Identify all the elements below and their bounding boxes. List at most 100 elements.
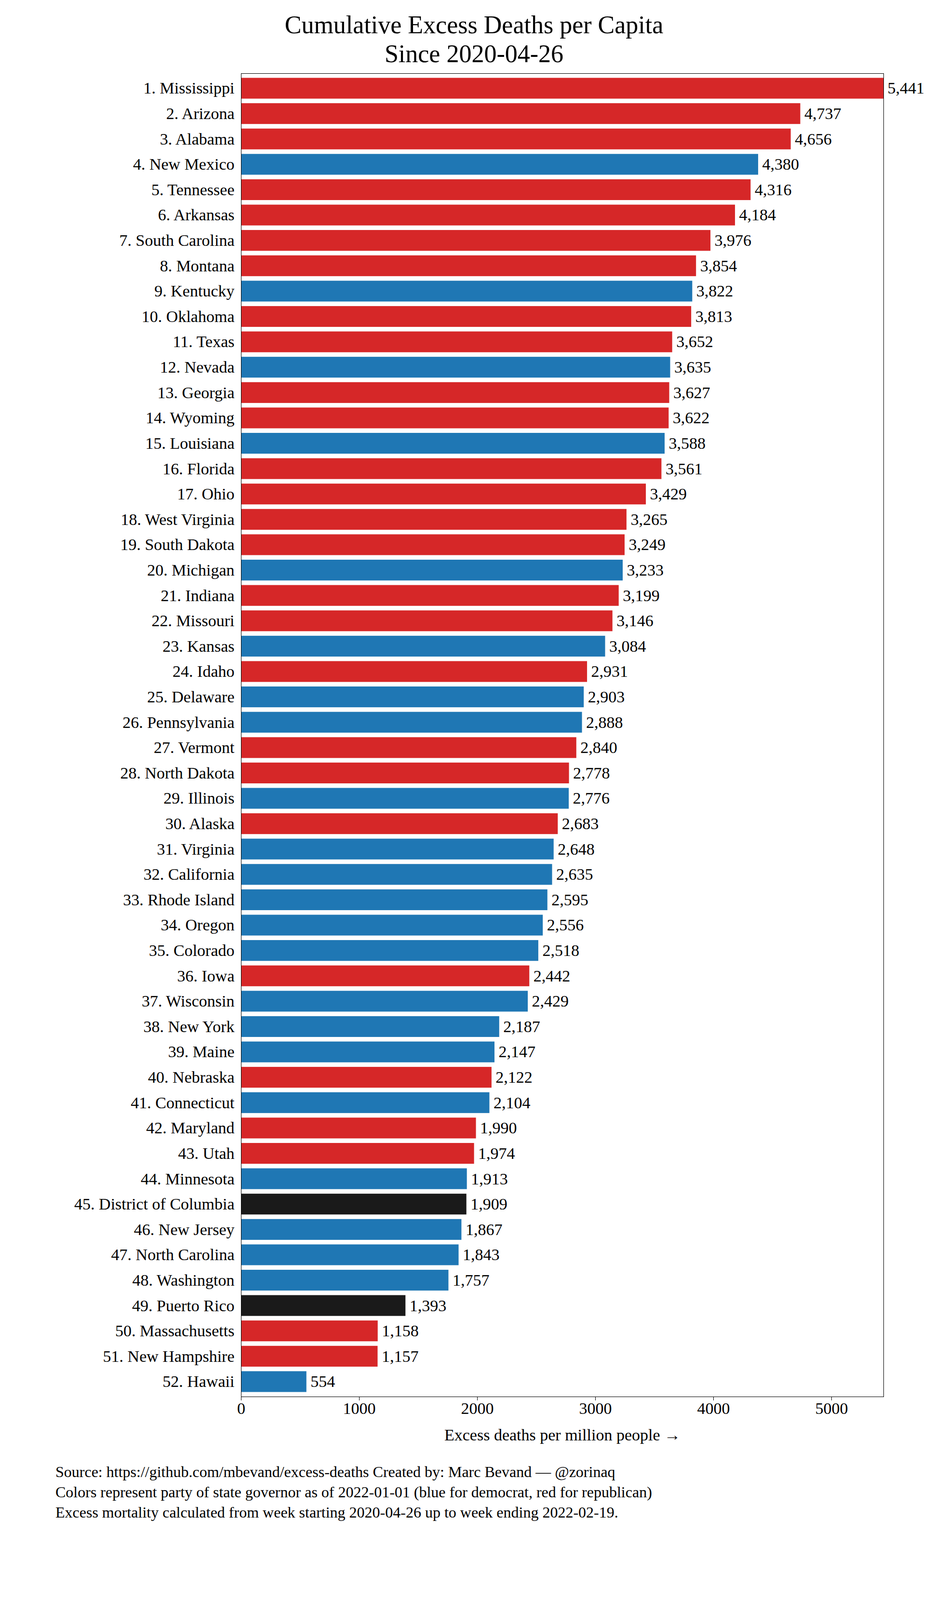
- svg-text:52. Hawaii: 52. Hawaii: [162, 1372, 235, 1390]
- svg-text:6. Arkansas: 6. Arkansas: [158, 205, 235, 224]
- svg-text:15. Louisiana: 15. Louisiana: [145, 434, 235, 453]
- svg-text:20. Michigan: 20. Michigan: [146, 560, 235, 579]
- svg-text:11. Texas: 11. Texas: [173, 332, 235, 351]
- svg-text:44. Minnesota: 44. Minnesota: [140, 1169, 235, 1188]
- svg-text:43. Utah: 43. Utah: [177, 1144, 235, 1162]
- svg-text:31. Virginia: 31. Virginia: [156, 840, 235, 858]
- svg-text:3,627: 3,627: [673, 383, 711, 402]
- svg-text:2,442: 2,442: [533, 966, 571, 985]
- svg-text:4,380: 4,380: [762, 155, 800, 174]
- svg-text:3,822: 3,822: [696, 281, 734, 300]
- svg-text:32. California: 32. California: [143, 865, 235, 883]
- svg-text:3,854: 3,854: [700, 256, 738, 275]
- svg-text:2,778: 2,778: [573, 763, 611, 782]
- svg-text:24. Idaho: 24. Idaho: [172, 662, 235, 681]
- svg-text:28. North Dakota: 28. North Dakota: [120, 763, 235, 782]
- svg-text:27. Vermont: 27. Vermont: [153, 738, 235, 757]
- svg-text:36. Iowa: 36. Iowa: [177, 966, 235, 985]
- svg-text:40. Nebraska: 40. Nebraska: [147, 1068, 235, 1086]
- svg-text:4. New Mexico: 4. New Mexico: [133, 155, 235, 174]
- svg-text:2,187: 2,187: [503, 1017, 541, 1036]
- svg-text:3,429: 3,429: [650, 484, 688, 503]
- svg-text:34. Oregon: 34. Oregon: [160, 915, 235, 934]
- svg-text:1,867: 1,867: [465, 1220, 503, 1239]
- svg-text:2,635: 2,635: [556, 865, 594, 883]
- svg-text:3,233: 3,233: [627, 560, 665, 579]
- svg-text:2,648: 2,648: [557, 840, 595, 858]
- svg-text:3000: 3000: [578, 1399, 612, 1417]
- svg-text:3,976: 3,976: [714, 231, 752, 250]
- svg-text:13. Georgia: 13. Georgia: [157, 383, 235, 402]
- svg-text:3,199: 3,199: [622, 586, 660, 605]
- svg-text:17. Ohio: 17. Ohio: [177, 484, 235, 503]
- svg-text:5. Tennessee: 5. Tennessee: [151, 180, 235, 199]
- svg-text:30. Alaska: 30. Alaska: [165, 814, 235, 833]
- svg-text:47. North Carolina: 47. North Carolina: [111, 1245, 235, 1264]
- svg-text:2000: 2000: [460, 1399, 494, 1417]
- svg-text:2,840: 2,840: [580, 738, 618, 757]
- svg-text:4,184: 4,184: [739, 205, 777, 224]
- svg-text:1. Mississippi: 1. Mississippi: [143, 79, 235, 97]
- svg-text:3,146: 3,146: [616, 611, 654, 630]
- svg-text:2,903: 2,903: [587, 687, 626, 706]
- svg-text:35. Colorado: 35. Colorado: [148, 941, 235, 960]
- svg-text:49. Puerto Rico: 49. Puerto Rico: [132, 1296, 235, 1315]
- svg-text:48. Washington: 48. Washington: [132, 1270, 235, 1289]
- svg-text:51. New Hampshire: 51. New Hampshire: [103, 1347, 235, 1365]
- svg-text:25. Delaware: 25. Delaware: [146, 687, 235, 706]
- svg-text:2,931: 2,931: [591, 662, 629, 681]
- svg-text:4000: 4000: [696, 1399, 730, 1417]
- svg-text:39. Maine: 39. Maine: [168, 1042, 235, 1061]
- svg-text:554: 554: [310, 1372, 335, 1390]
- svg-text:2,595: 2,595: [551, 890, 589, 909]
- svg-text:1,158: 1,158: [381, 1321, 419, 1340]
- svg-text:1,990: 1,990: [480, 1118, 518, 1137]
- svg-text:1000: 1000: [342, 1399, 376, 1417]
- svg-text:1,843: 1,843: [462, 1245, 500, 1264]
- svg-text:Excess deaths per million peop: Excess deaths per million people →: [444, 1425, 681, 1444]
- svg-text:16. Florida: 16. Florida: [162, 459, 235, 478]
- svg-text:3,249: 3,249: [628, 535, 666, 554]
- svg-text:2,683: 2,683: [561, 814, 600, 833]
- svg-text:19. South Dakota: 19. South Dakota: [120, 535, 235, 554]
- svg-text:2,147: 2,147: [498, 1042, 536, 1061]
- svg-text:14. Wyoming: 14. Wyoming: [145, 408, 235, 427]
- svg-text:1,913: 1,913: [470, 1169, 508, 1188]
- svg-text:8. Montana: 8. Montana: [160, 256, 235, 275]
- svg-text:4,656: 4,656: [794, 130, 832, 148]
- svg-text:1,909: 1,909: [470, 1194, 508, 1213]
- svg-text:29. Illinois: 29. Illinois: [163, 788, 235, 807]
- svg-text:18. West Virginia: 18. West Virginia: [120, 510, 235, 529]
- svg-text:2,122: 2,122: [495, 1068, 533, 1086]
- svg-text:46. New Jersey: 46. New Jersey: [133, 1220, 235, 1239]
- svg-text:3,622: 3,622: [672, 408, 710, 427]
- svg-text:5000: 5000: [814, 1399, 848, 1417]
- svg-text:21. Indiana: 21. Indiana: [160, 586, 235, 605]
- svg-text:12. Nevada: 12. Nevada: [160, 358, 235, 376]
- svg-text:2,776: 2,776: [573, 788, 611, 807]
- svg-text:22. Missouri: 22. Missouri: [151, 611, 235, 630]
- svg-text:1,974: 1,974: [478, 1144, 516, 1162]
- svg-text:33. Rhode Island: 33. Rhode Island: [122, 890, 235, 909]
- svg-text:1,157: 1,157: [381, 1347, 419, 1365]
- svg-text:7. South Carolina: 7. South Carolina: [119, 231, 235, 250]
- svg-text:23. Kansas: 23. Kansas: [162, 637, 235, 655]
- svg-text:2,556: 2,556: [547, 915, 585, 934]
- svg-text:3,561: 3,561: [665, 459, 703, 478]
- svg-text:4,316: 4,316: [754, 180, 792, 199]
- svg-text:42. Maryland: 42. Maryland: [146, 1118, 235, 1137]
- svg-text:5,441: 5,441: [887, 79, 925, 97]
- svg-text:3,084: 3,084: [609, 637, 647, 655]
- svg-text:10. Oklahoma: 10. Oklahoma: [141, 307, 235, 326]
- svg-text:3. Alabama: 3. Alabama: [160, 130, 235, 148]
- svg-text:2,104: 2,104: [493, 1093, 531, 1112]
- svg-text:2,888: 2,888: [586, 713, 624, 732]
- svg-text:9. Kentucky: 9. Kentucky: [154, 281, 235, 300]
- svg-text:1,757: 1,757: [452, 1270, 490, 1289]
- svg-text:3,813: 3,813: [695, 307, 733, 326]
- svg-text:2,518: 2,518: [542, 941, 580, 960]
- svg-text:41. Connecticut: 41. Connecticut: [130, 1093, 235, 1112]
- svg-text:3,635: 3,635: [674, 358, 712, 376]
- svg-text:38. New York: 38. New York: [143, 1017, 235, 1036]
- svg-text:4,737: 4,737: [804, 104, 842, 123]
